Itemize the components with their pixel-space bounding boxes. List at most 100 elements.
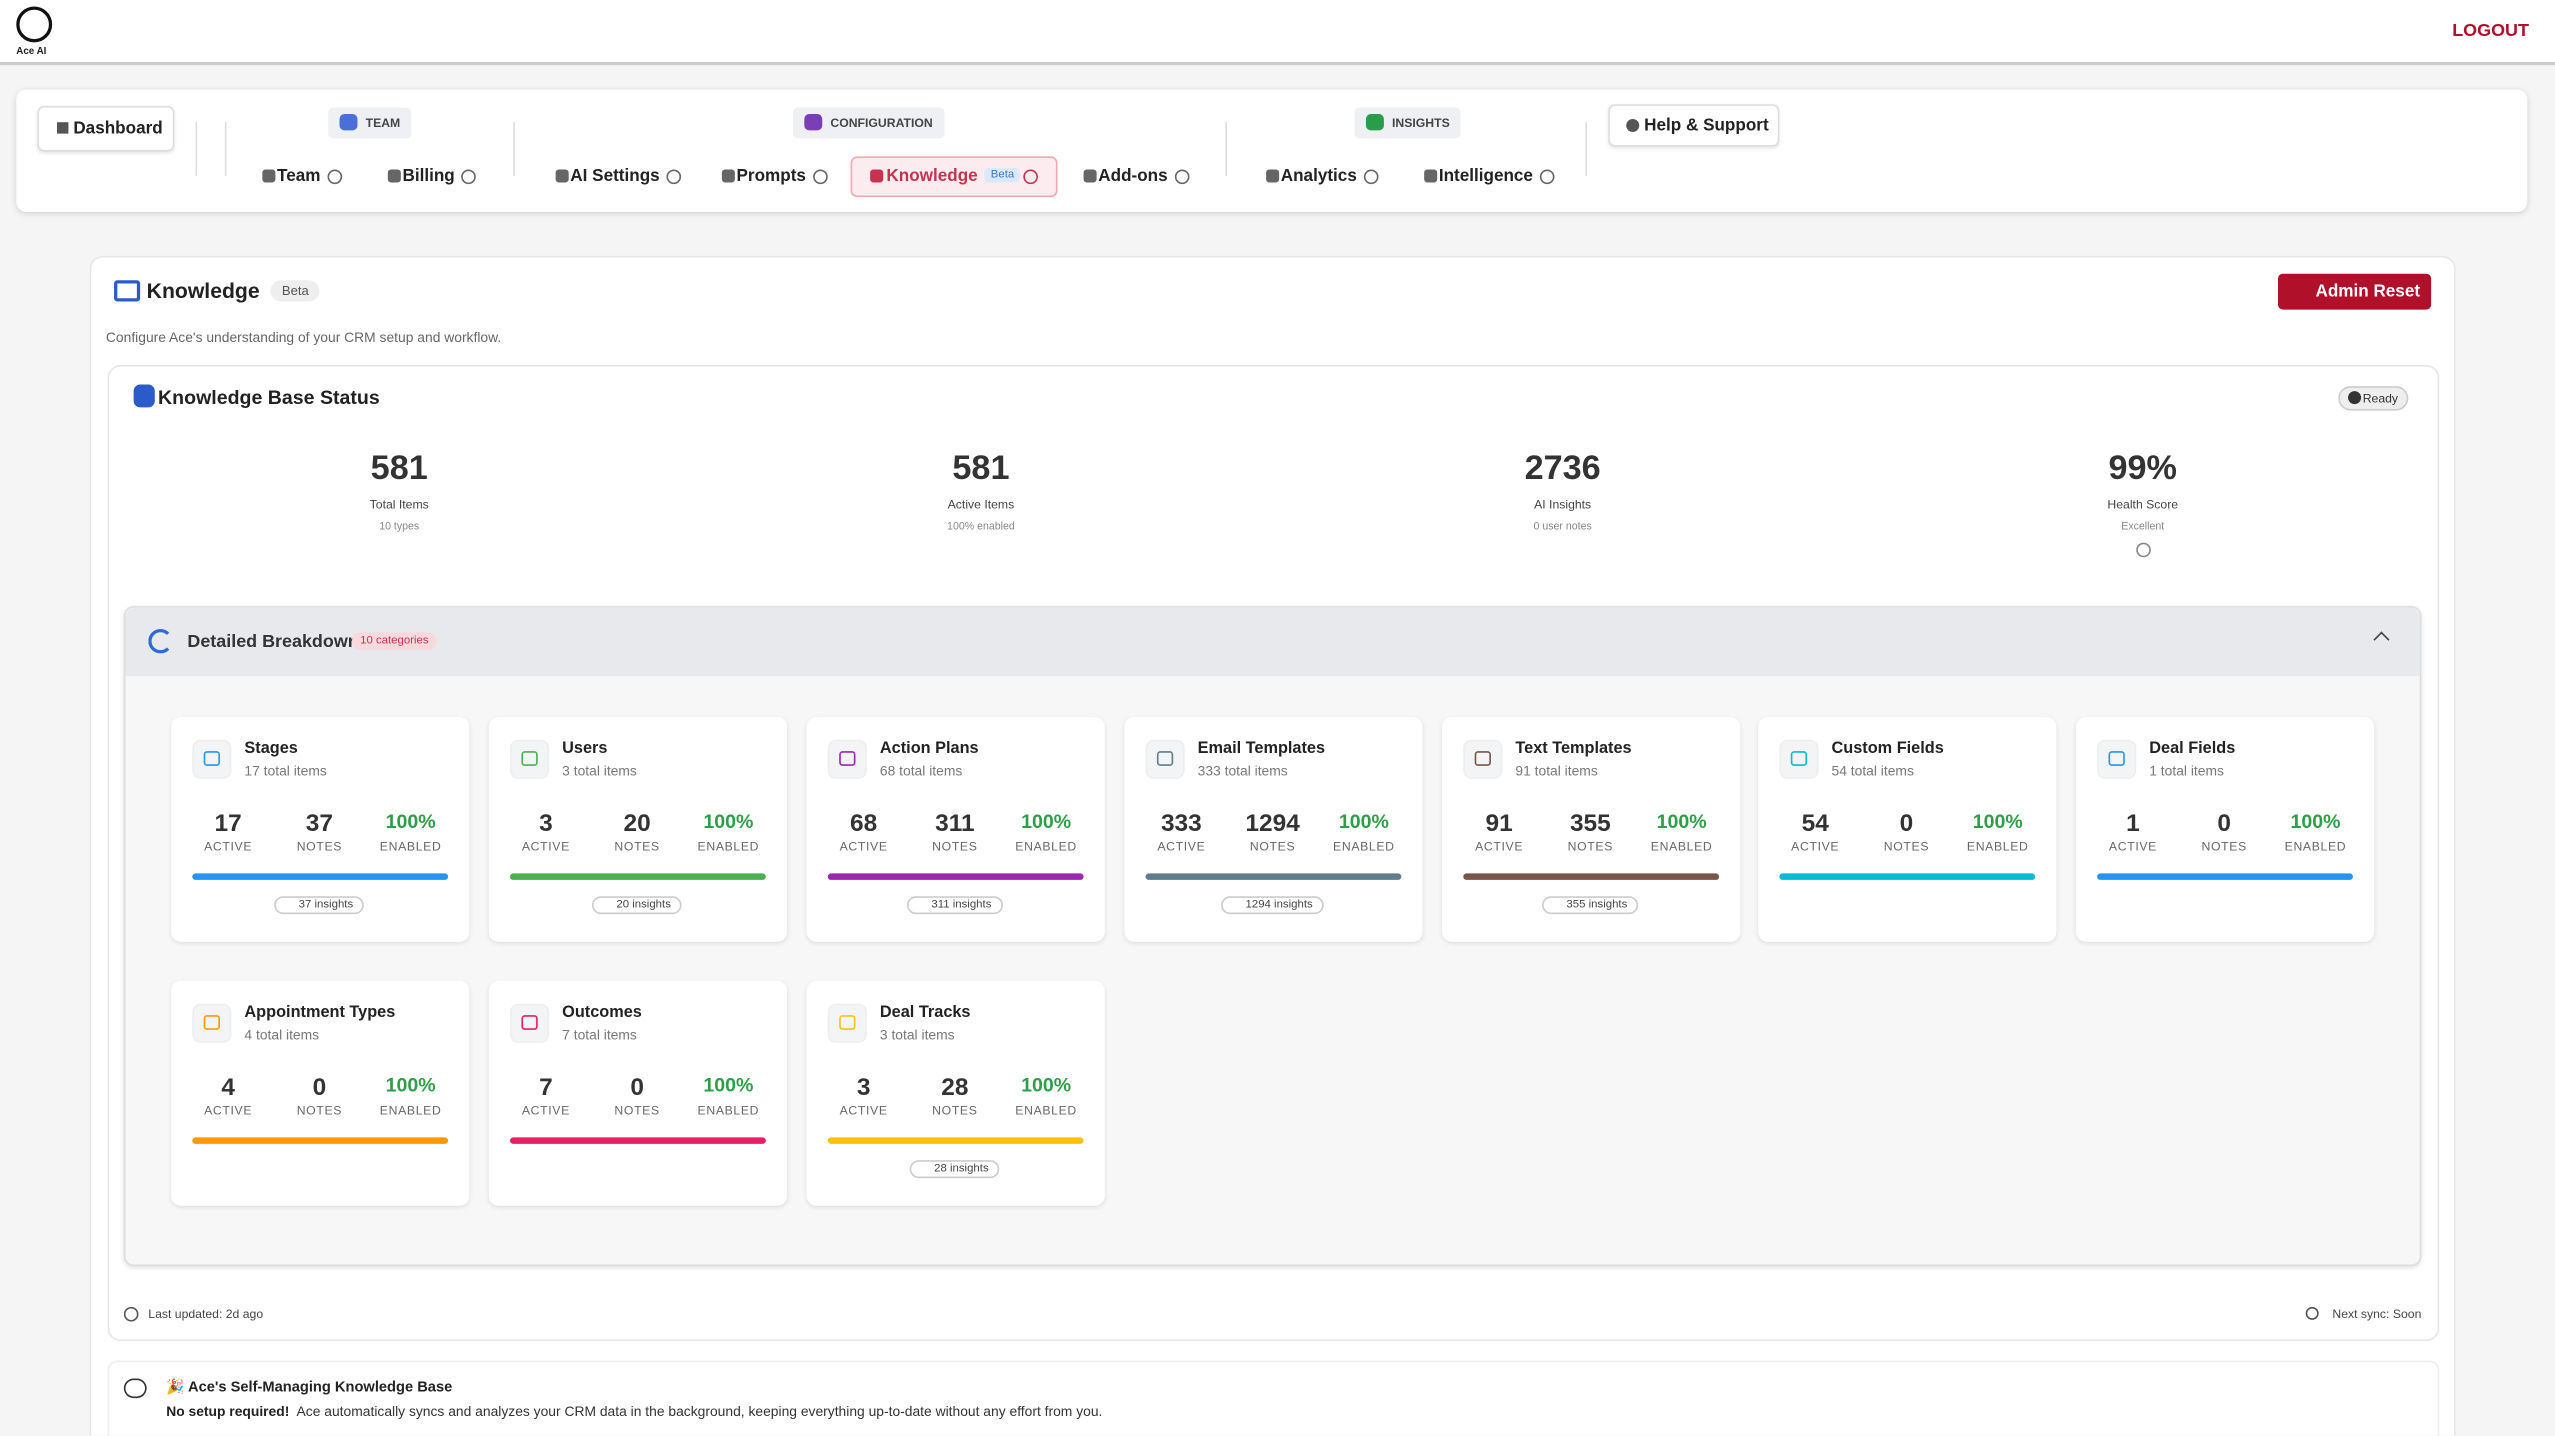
category-label: ACTIVE bbox=[521, 839, 570, 854]
insights-pill: 311 insights bbox=[906, 896, 1003, 915]
category-bar bbox=[510, 873, 766, 880]
category-total: 68 total items bbox=[879, 762, 963, 779]
category-label: ACTIVE bbox=[839, 839, 888, 854]
category-icon bbox=[192, 1003, 232, 1043]
info-icon bbox=[1363, 169, 1379, 185]
category-label: NOTES bbox=[932, 839, 978, 854]
category-total: 333 total items bbox=[1197, 762, 1288, 779]
logo-icon bbox=[16, 6, 53, 43]
category-label: ACTIVE bbox=[204, 839, 253, 854]
nav-item-icon bbox=[1083, 169, 1097, 183]
category-active: 3 bbox=[539, 809, 553, 838]
category-name: Text Templates bbox=[1515, 739, 1632, 758]
category-label: ENABLED bbox=[1015, 1103, 1077, 1118]
category-icon-mark bbox=[521, 1015, 538, 1030]
nav-item-icon bbox=[870, 169, 884, 183]
category-total: 54 total items bbox=[1831, 762, 1914, 779]
separator bbox=[224, 122, 227, 176]
info-icon bbox=[123, 1378, 147, 1399]
stat-label: AI Insights bbox=[1534, 496, 1592, 512]
group-icon bbox=[1365, 114, 1384, 131]
nav-panel bbox=[16, 89, 2528, 212]
status-icon bbox=[133, 384, 155, 408]
help-button[interactable]: Help & Support bbox=[1608, 104, 1780, 147]
nav-item[interactable]: Team bbox=[277, 166, 321, 186]
nav-item[interactable]: Billing bbox=[402, 166, 455, 186]
category-label: ENABLED bbox=[1333, 839, 1395, 854]
category-icon-mark bbox=[1156, 751, 1174, 766]
category-icon-mark bbox=[203, 1015, 220, 1030]
category-bar bbox=[1145, 873, 1402, 880]
nav-item-active-bg bbox=[850, 156, 1058, 198]
category-name: Email Templates bbox=[1197, 739, 1326, 758]
category-active: 333 bbox=[1160, 809, 1202, 838]
nav-item[interactable]: Intelligence bbox=[1438, 166, 1533, 186]
category-bar bbox=[827, 1137, 1084, 1144]
nav-item-icon bbox=[1266, 169, 1280, 183]
category-label: NOTES bbox=[1249, 839, 1296, 854]
clock-icon bbox=[123, 1306, 139, 1322]
nav-item[interactable]: Analytics bbox=[1280, 166, 1357, 186]
category-icon bbox=[1145, 739, 1185, 779]
header bbox=[0, 0, 2555, 66]
category-notes: 28 bbox=[941, 1073, 969, 1102]
logout-link[interactable]: LOGOUT bbox=[2452, 21, 2529, 41]
category-notes: 355 bbox=[1569, 809, 1611, 838]
status-title: Knowledge Base Status bbox=[158, 386, 380, 409]
dashboard-button[interactable]: Dashboard bbox=[37, 105, 175, 152]
category-total: 91 total items bbox=[1515, 762, 1598, 779]
category-bar bbox=[1463, 873, 1720, 880]
category-label: ACTIVE bbox=[1791, 839, 1840, 854]
category-label: ENABLED bbox=[697, 1103, 760, 1118]
stat-sub: 100% enabled bbox=[947, 521, 1015, 533]
category-icon-mark bbox=[2108, 751, 2125, 766]
category-label: NOTES bbox=[296, 1103, 343, 1118]
category-bar bbox=[192, 1137, 449, 1144]
category-icon bbox=[2097, 739, 2137, 779]
category-active: 1 bbox=[2126, 809, 2140, 838]
stat-label: Health Score bbox=[2107, 496, 2179, 512]
category-enabled: 100% bbox=[385, 1073, 436, 1097]
category-active: 4 bbox=[221, 1073, 235, 1102]
nav-item[interactable]: Prompts bbox=[736, 166, 806, 186]
category-total: 17 total items bbox=[244, 762, 327, 779]
category-label: NOTES bbox=[932, 1103, 978, 1118]
admin-reset-button[interactable]: Admin Reset bbox=[2277, 273, 2432, 310]
category-icon bbox=[192, 739, 232, 779]
nav-item[interactable]: AI Settings bbox=[570, 166, 660, 186]
category-label: NOTES bbox=[1883, 839, 1930, 854]
category-label: ACTIVE bbox=[204, 1103, 253, 1118]
info-icon bbox=[1023, 169, 1038, 185]
page-title: Knowledge bbox=[146, 278, 260, 304]
nav-item[interactable]: Add-ons bbox=[1098, 166, 1168, 186]
info-title: 🎉 Ace's Self-Managing Knowledge Base bbox=[166, 1378, 453, 1395]
category-icon bbox=[1463, 739, 1503, 779]
category-name: Outcomes bbox=[562, 1003, 642, 1022]
insights-pill: 37 insights bbox=[274, 896, 365, 915]
stat-value: 2736 bbox=[1524, 449, 1601, 488]
info-box bbox=[107, 1360, 2440, 1436]
category-label: NOTES bbox=[2201, 839, 2247, 854]
logo-text: Ace AI bbox=[16, 47, 47, 58]
group-label: TEAM bbox=[328, 107, 412, 139]
category-name: Custom Fields bbox=[1831, 739, 1944, 758]
category-notes: 0 bbox=[312, 1073, 327, 1102]
page-badge: Beta bbox=[270, 280, 321, 302]
category-bar bbox=[1779, 873, 2036, 880]
category-active: 91 bbox=[1485, 809, 1513, 838]
nav-item[interactable]: Knowledge bbox=[886, 166, 978, 186]
stat-value: 581 bbox=[370, 449, 428, 488]
category-icon bbox=[827, 1003, 867, 1043]
category-label: ACTIVE bbox=[1157, 839, 1206, 854]
category-active: 3 bbox=[856, 1073, 871, 1102]
nav-item-icon bbox=[262, 169, 276, 183]
breakdown-header bbox=[125, 607, 2420, 677]
info-body: Ace automatically syncs and analyzes you… bbox=[296, 1402, 1103, 1420]
category-notes: 37 bbox=[305, 809, 333, 838]
category-enabled: 100% bbox=[1972, 809, 2023, 833]
stat-sub: Excellent bbox=[2121, 521, 2165, 533]
next-sync: Next sync: Soon bbox=[2332, 1306, 2422, 1322]
category-label: ENABLED bbox=[1650, 839, 1713, 854]
separator bbox=[513, 122, 515, 176]
insights-pill: 20 insights bbox=[591, 896, 683, 915]
